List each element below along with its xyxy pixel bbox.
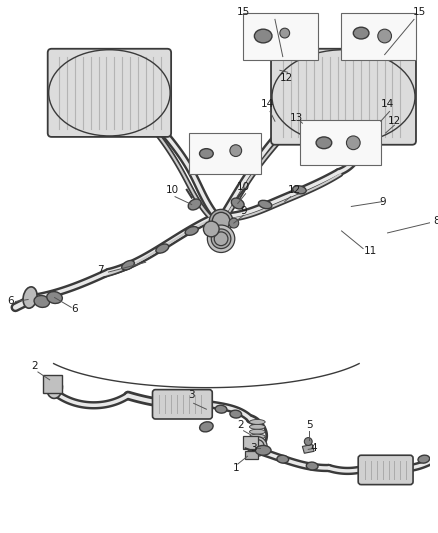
Text: 11: 11 xyxy=(364,246,378,255)
FancyBboxPatch shape xyxy=(358,455,413,484)
Text: 15: 15 xyxy=(413,6,427,17)
FancyBboxPatch shape xyxy=(243,12,318,60)
Ellipse shape xyxy=(254,29,272,43)
Ellipse shape xyxy=(250,434,265,439)
Circle shape xyxy=(212,212,230,230)
Circle shape xyxy=(207,225,235,253)
Text: 5: 5 xyxy=(306,420,313,430)
Circle shape xyxy=(214,232,228,246)
Ellipse shape xyxy=(418,455,430,463)
Text: 12: 12 xyxy=(388,116,401,126)
Ellipse shape xyxy=(277,455,289,463)
Ellipse shape xyxy=(185,227,198,235)
Ellipse shape xyxy=(47,292,62,303)
Ellipse shape xyxy=(34,295,49,308)
Text: 10: 10 xyxy=(237,182,250,192)
Ellipse shape xyxy=(188,199,201,210)
Ellipse shape xyxy=(250,424,265,429)
Text: 6: 6 xyxy=(71,304,78,314)
Polygon shape xyxy=(302,445,314,453)
Ellipse shape xyxy=(200,149,213,158)
Ellipse shape xyxy=(231,198,244,209)
FancyBboxPatch shape xyxy=(189,133,261,174)
FancyBboxPatch shape xyxy=(152,390,212,419)
Text: 3: 3 xyxy=(188,391,195,400)
Circle shape xyxy=(251,440,264,453)
FancyBboxPatch shape xyxy=(244,451,258,459)
Ellipse shape xyxy=(306,462,318,470)
Ellipse shape xyxy=(316,137,332,149)
Ellipse shape xyxy=(353,27,369,39)
Ellipse shape xyxy=(250,429,265,434)
Ellipse shape xyxy=(230,410,242,418)
Circle shape xyxy=(304,438,312,446)
FancyBboxPatch shape xyxy=(48,49,171,137)
Text: 2: 2 xyxy=(237,420,244,430)
Text: 14: 14 xyxy=(261,99,274,109)
Text: 13: 13 xyxy=(290,114,303,123)
Text: 8: 8 xyxy=(433,216,438,226)
Ellipse shape xyxy=(23,287,37,308)
Circle shape xyxy=(229,218,239,228)
Ellipse shape xyxy=(250,419,265,424)
Ellipse shape xyxy=(215,405,227,413)
FancyBboxPatch shape xyxy=(243,435,258,449)
Text: 12: 12 xyxy=(280,73,293,83)
FancyBboxPatch shape xyxy=(341,12,416,60)
Circle shape xyxy=(247,437,267,456)
Text: 1: 1 xyxy=(233,463,239,473)
Text: 10: 10 xyxy=(166,185,179,195)
Circle shape xyxy=(209,209,233,233)
Text: 9: 9 xyxy=(240,206,247,216)
Circle shape xyxy=(211,229,231,248)
FancyBboxPatch shape xyxy=(43,375,62,392)
Text: 9: 9 xyxy=(379,197,386,207)
Text: 15: 15 xyxy=(237,6,250,17)
Circle shape xyxy=(203,221,219,237)
Text: 4: 4 xyxy=(311,443,318,454)
Ellipse shape xyxy=(293,186,306,194)
Text: 6: 6 xyxy=(7,296,14,306)
Ellipse shape xyxy=(122,261,134,270)
Ellipse shape xyxy=(47,377,63,398)
Circle shape xyxy=(280,28,290,38)
Text: 3: 3 xyxy=(250,443,257,454)
Ellipse shape xyxy=(250,439,265,444)
Text: 2: 2 xyxy=(32,361,38,371)
Circle shape xyxy=(230,145,242,157)
Text: 14: 14 xyxy=(381,99,394,109)
Ellipse shape xyxy=(255,446,271,455)
Ellipse shape xyxy=(156,244,169,253)
Text: 12: 12 xyxy=(288,185,301,195)
FancyBboxPatch shape xyxy=(300,120,381,165)
Text: 7: 7 xyxy=(97,265,104,275)
Circle shape xyxy=(346,136,360,150)
Circle shape xyxy=(378,29,392,43)
Ellipse shape xyxy=(200,422,213,432)
Ellipse shape xyxy=(258,200,272,209)
FancyBboxPatch shape xyxy=(271,49,416,145)
